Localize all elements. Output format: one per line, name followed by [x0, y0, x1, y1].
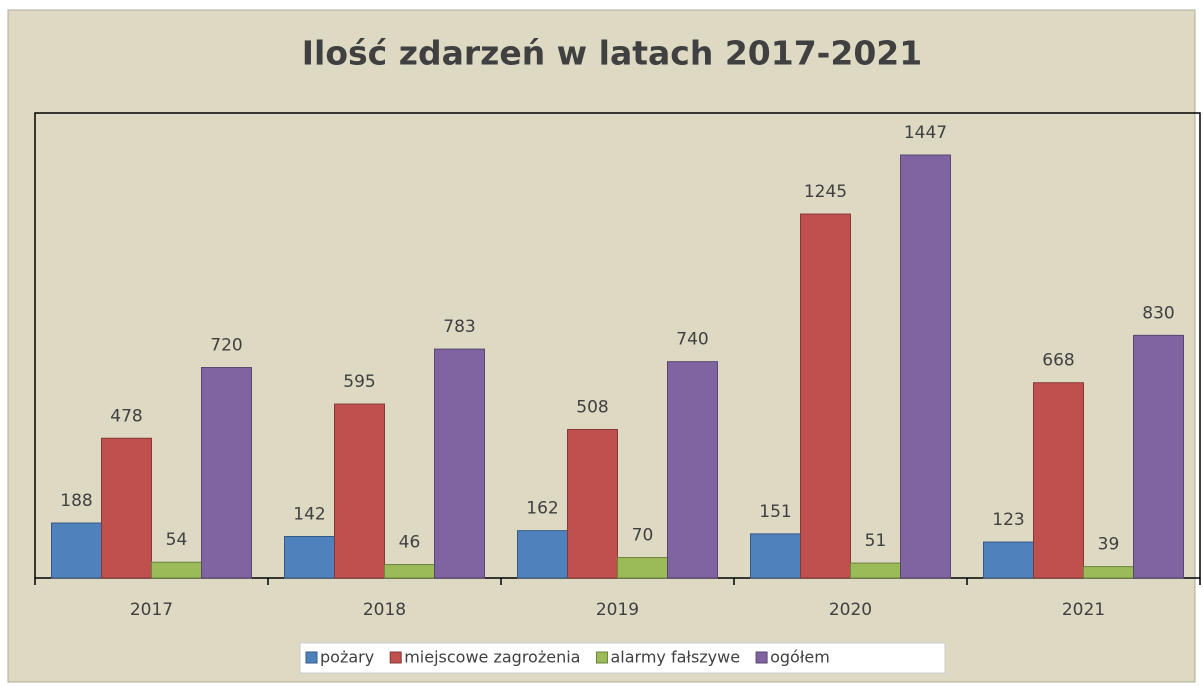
data-label: 188: [60, 491, 92, 511]
bar: [51, 522, 102, 579]
data-label: 142: [293, 504, 325, 524]
data-label: 162: [526, 499, 558, 519]
data-label: 720: [210, 336, 242, 356]
data-label: 151: [759, 502, 791, 522]
bar: [1033, 382, 1084, 579]
bar: [800, 213, 851, 579]
x-tick-label: 2019: [596, 600, 639, 620]
bar: [101, 437, 152, 579]
data-label: 1245: [804, 182, 847, 202]
x-tick-label: 2020: [829, 600, 872, 620]
bar: [151, 561, 202, 579]
bar: [900, 154, 951, 579]
bar: [750, 533, 801, 579]
data-label: 508: [576, 397, 608, 417]
bar: [850, 562, 901, 579]
bar: [384, 564, 435, 579]
data-label: 830: [1142, 303, 1174, 323]
bar: [983, 541, 1034, 579]
data-label: 740: [676, 330, 708, 350]
legend-swatch: [389, 651, 402, 664]
bar: [517, 530, 568, 579]
data-label: 39: [1098, 535, 1120, 555]
data-label: 51: [865, 531, 887, 551]
legend-swatch: [755, 651, 768, 664]
bar: [434, 348, 485, 579]
data-label: 478: [110, 406, 142, 426]
legend-swatch: [305, 651, 318, 664]
bar: [567, 428, 618, 579]
bar: [201, 367, 252, 579]
bar: [617, 557, 668, 579]
legend-label: ogółem: [770, 648, 830, 667]
bar: [284, 535, 335, 579]
legend-label: pożary: [320, 648, 374, 667]
x-tick-label: 2021: [1062, 600, 1105, 620]
data-label: 1447: [904, 123, 947, 143]
bar: [334, 403, 385, 579]
chart-area: [7, 9, 1196, 683]
x-tick-label: 2017: [130, 600, 173, 620]
chart-title: Ilość zdarzeń w latach 2017-2021: [302, 34, 922, 73]
legend-label: alarmy fałszywe: [610, 648, 740, 667]
legend-box: [299, 642, 946, 674]
data-label: 70: [632, 526, 654, 546]
legend-label: miejscowe zagrożenia: [404, 648, 580, 667]
data-label: 783: [443, 317, 475, 337]
data-label: 54: [166, 530, 188, 550]
data-label: 668: [1042, 351, 1074, 371]
bar: [667, 361, 718, 579]
bar: [1133, 334, 1184, 579]
bar: [1083, 566, 1134, 579]
x-tick-label: 2018: [363, 600, 406, 620]
data-label: 123: [992, 510, 1024, 530]
data-label: 595: [343, 372, 375, 392]
data-label: 46: [399, 533, 421, 553]
legend-swatch: [595, 651, 608, 664]
